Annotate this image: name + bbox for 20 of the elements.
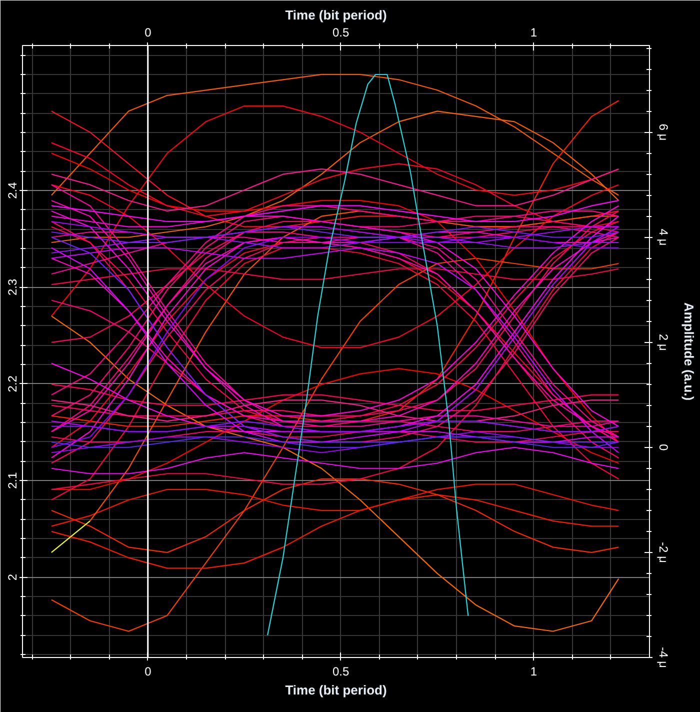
y-tick-label: 2.2 [6,375,20,392]
y-tick-label: 2.4 [6,182,20,199]
y2-tick-label: -2 μ [656,542,670,563]
x2-tick-label: 1 [530,664,538,678]
y2-tick-label: -4 μ [656,647,670,668]
y2-tick-label: 6 μ [656,124,670,141]
x-tick-label: 0.5 [332,26,350,40]
y2-tick-label: 4 μ [656,228,670,246]
y2-tick-label: 0 [656,444,670,452]
x-tick-label: 1 [530,26,538,40]
x-axis-title: Time (bit period) [285,682,387,698]
y2-axis-title: Amplitude (a.u.) [682,302,696,401]
x2-axis-title: Time (bit period) [285,8,387,22]
x2-tick-label: 0.5 [332,664,350,678]
y2-tick-label: 2 μ [656,334,670,351]
x2-tick-label: 0 [144,664,152,678]
y-tick-label: 2.3 [6,278,20,296]
y-tick-label: 2.1 [6,472,20,489]
y-tick-label: 2 [6,574,20,581]
x-tick-label: 0 [144,26,152,40]
